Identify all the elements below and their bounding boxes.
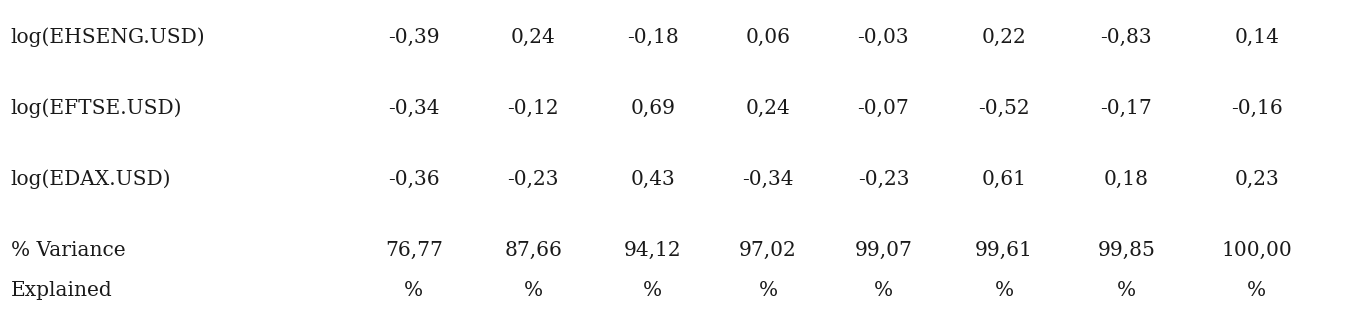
Text: %: % <box>1117 281 1136 300</box>
Text: 99,61: 99,61 <box>976 241 1033 260</box>
Text: 94,12: 94,12 <box>624 241 681 260</box>
Text: -0,34: -0,34 <box>742 170 794 189</box>
Text: 0,43: 0,43 <box>631 170 674 189</box>
Text: % Variance: % Variance <box>11 241 125 260</box>
Text: -0,18: -0,18 <box>627 28 678 47</box>
Text: -0,83: -0,83 <box>1101 28 1152 47</box>
Text: -0,17: -0,17 <box>1101 99 1152 118</box>
Text: 0,14: 0,14 <box>1234 28 1280 47</box>
Text: 0,69: 0,69 <box>630 99 676 118</box>
Text: 99,85: 99,85 <box>1098 241 1155 260</box>
Text: log(EFTSE.USD): log(EFTSE.USD) <box>11 98 182 118</box>
Text: log(EHSENG.USD): log(EHSENG.USD) <box>11 27 205 47</box>
Text: -0,03: -0,03 <box>858 28 909 47</box>
Text: 0,61: 0,61 <box>981 170 1027 189</box>
Text: %: % <box>404 281 423 300</box>
Text: 87,66: 87,66 <box>505 241 562 260</box>
Text: %: % <box>759 281 778 300</box>
Text: -0,23: -0,23 <box>858 170 909 189</box>
Text: 0,22: 0,22 <box>982 28 1026 47</box>
Text: 99,07: 99,07 <box>855 241 912 260</box>
Text: %: % <box>643 281 662 300</box>
Text: 0,23: 0,23 <box>1235 170 1278 189</box>
Text: -0,07: -0,07 <box>858 99 909 118</box>
Text: -0,12: -0,12 <box>508 99 559 118</box>
Text: 0,18: 0,18 <box>1103 170 1149 189</box>
Text: log(EDAX.USD): log(EDAX.USD) <box>11 169 171 189</box>
Text: %: % <box>1247 281 1266 300</box>
Text: -0,36: -0,36 <box>388 170 440 189</box>
Text: 0,24: 0,24 <box>512 28 555 47</box>
Text: 0,06: 0,06 <box>745 28 791 47</box>
Text: -0,23: -0,23 <box>508 170 559 189</box>
Text: Explained: Explained <box>11 281 113 300</box>
Text: %: % <box>524 281 543 300</box>
Text: -0,16: -0,16 <box>1231 99 1282 118</box>
Text: -0,34: -0,34 <box>388 99 440 118</box>
Text: %: % <box>995 281 1014 300</box>
Text: %: % <box>874 281 893 300</box>
Text: 76,77: 76,77 <box>385 241 442 260</box>
Text: 100,00: 100,00 <box>1221 241 1292 260</box>
Text: -0,52: -0,52 <box>978 99 1030 118</box>
Text: 97,02: 97,02 <box>740 241 797 260</box>
Text: -0,39: -0,39 <box>388 28 440 47</box>
Text: 0,24: 0,24 <box>746 99 790 118</box>
